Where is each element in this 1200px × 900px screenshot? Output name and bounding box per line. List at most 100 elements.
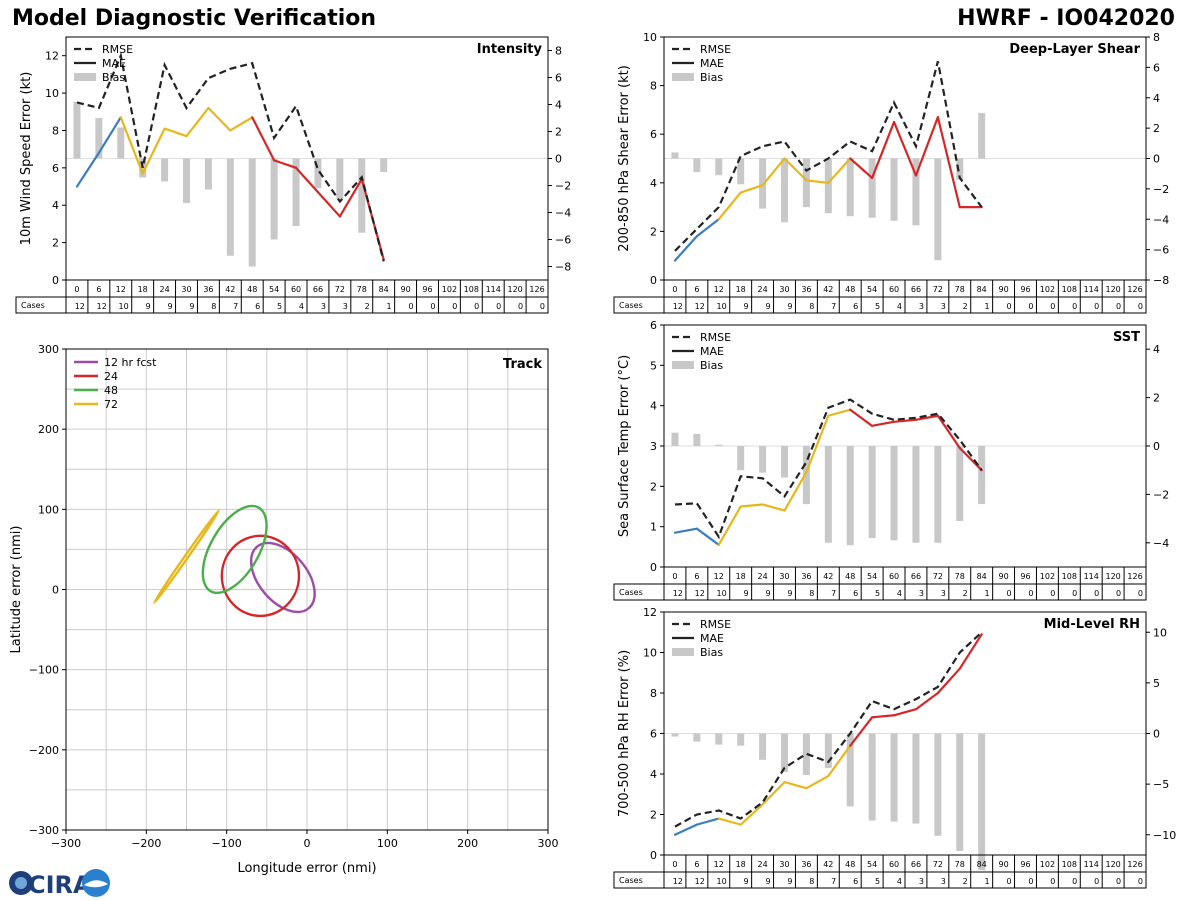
sst-legend-mae: MAE [700,345,724,358]
intensity-mae-segment [75,151,100,188]
intensity-bias-bar [73,101,81,159]
sst-mae-segment [761,503,786,512]
shear-hour-cell: 0 [672,285,677,294]
shear-cases-cell: 0 [1116,302,1121,311]
shear-mae-segment [739,184,764,194]
intensity-ylabel: 10m Wind Speed Error (kt) [19,72,34,246]
intensity-cases-cell: 0 [518,302,523,311]
track-ytick-label: 300 [38,343,59,356]
intensity-bias-bar [204,158,212,190]
track-xtick-label: 100 [377,837,398,850]
intensity-hour-cell: 84 [379,285,389,294]
sst-cases-cell: 0 [1050,589,1055,598]
sst-rmse-line [674,398,983,540]
sst-hour-cell: 36 [801,572,811,581]
sst-bias-bar [978,446,986,505]
sst-mae-segment [805,414,830,474]
shear-hour-cell: 42 [823,285,833,294]
sst-bias-bar [912,446,920,543]
sst-bias-bar [934,446,942,543]
shear-cases-cell: 0 [1094,302,1099,311]
rh-mae-segment [761,780,786,806]
cira-globe-center-icon [15,877,27,889]
rh-bias-bar [693,733,701,742]
shear-y2tick-label: −4 [1153,213,1169,226]
rh-mae-segment [805,774,830,790]
rh-mae-segment [739,803,764,826]
sst-cases-cell: 0 [1094,589,1099,598]
intensity-cases-cell: 2 [365,302,370,311]
rh-hour-cell: 36 [801,860,811,869]
intensity-cases-cell: 6 [255,302,260,311]
sst-cases-cell: 2 [963,589,968,598]
shear-legend-rmse: RMSE [700,43,731,56]
shear-legend-mae: MAE [700,57,724,70]
shear-bias-bar [671,152,679,159]
intensity-cases-cell: 5 [277,302,282,311]
intensity-mae-segment [273,159,298,169]
rh-cases-cell: 1 [985,877,990,886]
intensity-y2tick-label: −8 [555,261,571,274]
intensity-y2tick-label: 0 [555,153,562,166]
intensity-mae-segment [229,116,254,132]
shear-cases-cell: 10 [717,302,727,311]
rh-cases-cell: 0 [1116,877,1121,886]
sst-bias-bar [781,446,788,478]
rh-hour-cell: 96 [1020,860,1030,869]
sst-hour-cell: 48 [845,572,855,581]
rh-y2tick-label: 10 [1153,626,1167,639]
sst-mae-segment [849,408,874,427]
sst-bias-bar [824,446,832,543]
rh-cases-cell: 10 [717,877,727,886]
shear-cases-cell: 0 [1050,302,1055,311]
sst-ytick-label: 4 [650,400,657,413]
intensity-hour-cell: 24 [159,285,169,294]
sst-cases-cell: 8 [809,589,814,598]
intensity-mae-segment [294,166,320,194]
shear-bias-bar [912,158,920,226]
rh-ytick-label: 0 [650,849,657,862]
shear-hour-cell: 18 [736,285,746,294]
intensity-bias-bar [380,158,388,172]
rh-ytick-label: 10 [643,647,657,660]
page-title: Model Diagnostic Verification [12,6,377,31]
rh-ylabel: 700-500 hPa RH Error (%) [617,650,632,817]
rh-mae-segment [827,744,852,778]
sst-hour-cell: 96 [1020,572,1030,581]
shear-mae-segment [892,120,918,177]
sst-hour-cell: 126 [1127,572,1142,581]
shear-mae-segment [761,157,786,187]
sst-hour-cell: 24 [757,572,767,581]
sst-mae-segment [871,420,896,427]
shear-bias-bar [846,158,854,217]
intensity-mae-segment [163,127,188,138]
shear-mae-segment [871,120,896,180]
intensity-legend-bias: Bias [102,71,125,84]
rh-cases-cell: 9 [765,877,770,886]
sst-ytick-label: 2 [650,480,657,493]
rh-hour-cell: 78 [955,860,965,869]
rh-ytick-label: 2 [650,809,657,822]
shear-bias-bar [934,158,942,261]
intensity-legend-rmse: RMSE [102,43,133,56]
rh-mae-segment [673,823,698,836]
shear-y2tick-label: 0 [1153,153,1160,166]
shear-hour-cell: 12 [714,285,724,294]
intensity-title: Intensity [477,42,543,57]
intensity-cases-cell: 7 [233,302,238,311]
sst-legend-rmse: RMSE [700,331,731,344]
intensity-hour-cell: 114 [486,285,501,294]
rh-cases-cell: 5 [875,877,880,886]
rh-cases-cell: 7 [831,877,836,886]
track-ytick-label: −300 [29,824,59,837]
intensity-y2tick-label: −2 [555,180,571,193]
rh-mae-segment [783,780,808,790]
intensity-hour-cell: 96 [422,285,432,294]
rh-bias-bar [934,733,942,836]
intensity-ytick-label: 4 [52,199,59,212]
sst-cases-cell: 9 [787,589,792,598]
rh-cases-cell: 0 [1050,877,1055,886]
sst-ytick-label: 0 [650,561,657,574]
sst-mae-segment [783,471,808,512]
intensity-bias-bar [183,158,190,204]
